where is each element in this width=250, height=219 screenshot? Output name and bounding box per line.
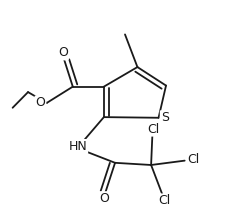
Text: HN: HN	[68, 140, 87, 153]
Text: O: O	[36, 97, 46, 110]
Text: Cl: Cl	[187, 153, 200, 166]
Text: O: O	[99, 192, 109, 205]
Text: Cl: Cl	[148, 123, 160, 136]
Text: Cl: Cl	[159, 194, 171, 207]
Text: S: S	[161, 111, 169, 124]
Text: O: O	[58, 46, 68, 59]
